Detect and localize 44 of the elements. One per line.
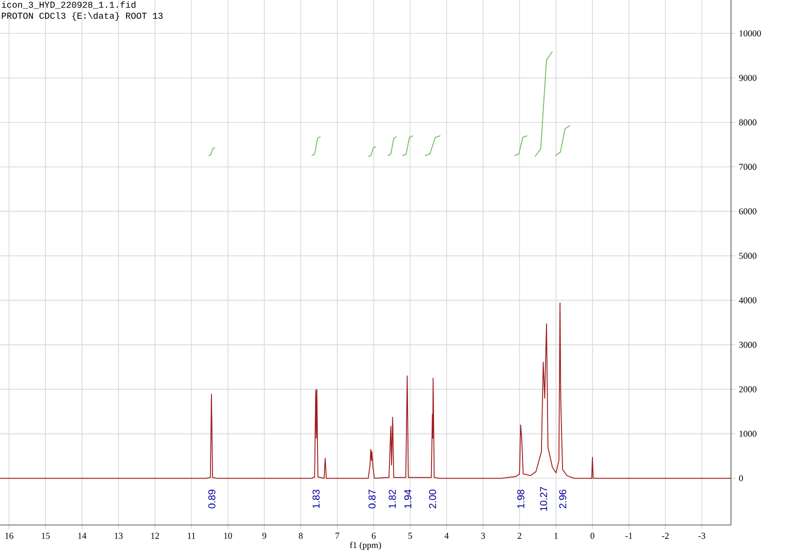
line-series <box>0 302 731 479</box>
y-tick-label: 3000 <box>739 342 756 348</box>
x-tick-label: 11 <box>188 532 196 539</box>
y-tick-label: 2000 <box>739 386 756 392</box>
x-axis-title: f1 (ppm) <box>350 542 381 550</box>
annotation: 1.94 <box>404 490 412 508</box>
y-tick-label: 0 <box>739 475 743 482</box>
chart-title: icon_3_HYD_220928_1.1.fid <box>2 1 136 9</box>
text: PROTON CDCl3 {E:\data} ROOT 13 <box>2 12 163 21</box>
annotation: 2.00 <box>429 490 436 508</box>
x-tick-label: 6 <box>372 532 376 539</box>
y-tick-label: 9000 <box>739 74 756 81</box>
y-tick-label: 7000 <box>739 164 756 170</box>
x-tick-label: 2 <box>518 532 522 539</box>
x-tick-label: 7 <box>336 532 340 539</box>
x-tick-label: 4 <box>444 532 449 539</box>
x-tick-label: 5 <box>408 532 412 539</box>
annotation: 10.27 <box>540 486 548 511</box>
x-tick-label: 14 <box>78 532 86 539</box>
x-tick-label: -1 <box>625 532 632 539</box>
annotation: 1.83 <box>312 490 320 508</box>
x-tick-label: 3 <box>481 532 485 539</box>
annotation: 0.87 <box>368 490 376 508</box>
annotation: 1.82 <box>388 490 396 508</box>
y-tick-label: 10000 <box>740 30 761 36</box>
y-tick-label: 4000 <box>738 297 756 304</box>
y-tick-label: 5000 <box>739 252 756 259</box>
annotation: 1.98 <box>517 490 524 508</box>
x-tick-label: -3 <box>698 532 706 539</box>
y-tick-label: 1000 <box>740 430 756 437</box>
x-tick-label: 15 <box>42 532 50 539</box>
x-tick-label: 10 <box>224 532 232 539</box>
x-tick-label: 9 <box>262 532 266 539</box>
x-tick-label: 0 <box>590 532 594 539</box>
annotation: 2.96 <box>559 490 566 508</box>
y-tick-label: 8000 <box>739 119 756 126</box>
annotation: 0.89 <box>208 490 216 508</box>
y-tick-label: 6000 <box>739 208 756 214</box>
x-tick-label: 12 <box>151 532 159 539</box>
x-tick-label: -2 <box>662 532 669 539</box>
x-tick-label: 16 <box>5 532 14 539</box>
x-tick-label: 1 <box>554 532 558 539</box>
x-tick-label: 13 <box>114 532 123 539</box>
x-tick-label: 8 <box>298 532 303 539</box>
